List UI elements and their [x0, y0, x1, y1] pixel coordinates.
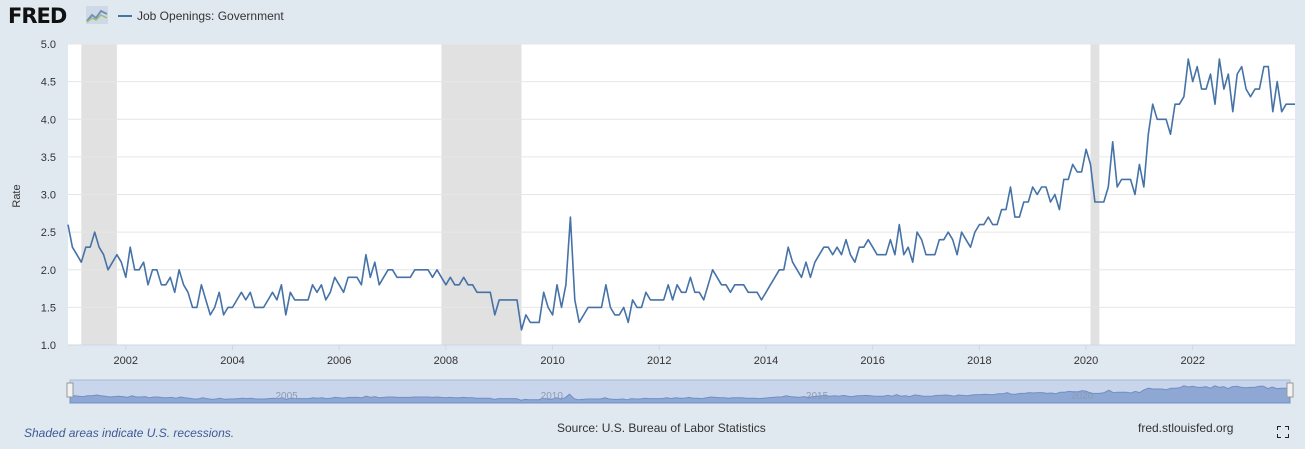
series-line-job-openings-government — [67, 58, 1295, 331]
x-tick-label: 2020 — [1074, 355, 1098, 367]
navigator-label: 2015 — [806, 391, 829, 402]
x-tick-label: 2022 — [1181, 355, 1205, 367]
source-credit: Source: U.S. Bureau of Labor Statistics — [557, 421, 766, 435]
site-link[interactable]: fred.stlouisfed.org — [1138, 421, 1234, 435]
x-tick-label: 2016 — [860, 355, 884, 367]
x-tick-label: 2006 — [327, 355, 351, 367]
x-tick-label: 2002 — [114, 355, 138, 367]
navigator-label: 2005 — [275, 391, 298, 402]
y-tick-label: 4.5 — [41, 77, 56, 89]
x-axis: 2002 2004 2006 2008 2010 2012 2014 2016 2018 2020… — [68, 344, 1295, 367]
x-tick-label: 2008 — [434, 355, 458, 367]
fred-chart-icon — [86, 6, 108, 24]
x-tick-label: 2018 — [967, 355, 991, 367]
legend[interactable]: Job Openings: Government — [118, 9, 284, 23]
range-navigator[interactable]: 2005 2010 2015 2020 — [66, 379, 1294, 404]
navigator-handle-right[interactable] — [1286, 382, 1294, 398]
fullscreen-icon[interactable] — [1277, 426, 1289, 438]
y-tick-label: 3.5 — [41, 152, 56, 164]
navigator-handle-left[interactable] — [66, 382, 74, 398]
x-tick-label: 2004 — [220, 355, 244, 367]
y-axis-label: Rate — [11, 184, 23, 207]
recession-note: Shaded areas indicate U.S. recessions. — [24, 426, 235, 440]
x-tick-label: 2010 — [540, 355, 564, 367]
y-tick-label: 1.0 — [41, 340, 56, 352]
navigator-label: 2010 — [541, 391, 564, 402]
legend-label: Job Openings: Government — [137, 9, 284, 23]
x-tick-label: 2012 — [647, 355, 671, 367]
navigator-label: 2020 — [1071, 391, 1094, 402]
y-tick-label: 1.5 — [41, 302, 56, 314]
navigator-series — [69, 385, 1291, 404]
fred-logo[interactable]: FRED — [8, 4, 67, 28]
y-tick-label: 2.5 — [41, 227, 56, 239]
x-tick-label: 2014 — [754, 355, 778, 367]
y-tick-label: 2.0 — [41, 265, 56, 277]
legend-swatch — [118, 15, 132, 17]
y-tick-label: 5.0 — [41, 39, 56, 51]
y-tick-label: 4.0 — [41, 114, 56, 126]
y-axis: 1.0 1.5 2.0 2.5 3.0 3.5 4.0 4.5 5.0 — [41, 39, 56, 352]
y-tick-label: 3.0 — [41, 190, 56, 202]
